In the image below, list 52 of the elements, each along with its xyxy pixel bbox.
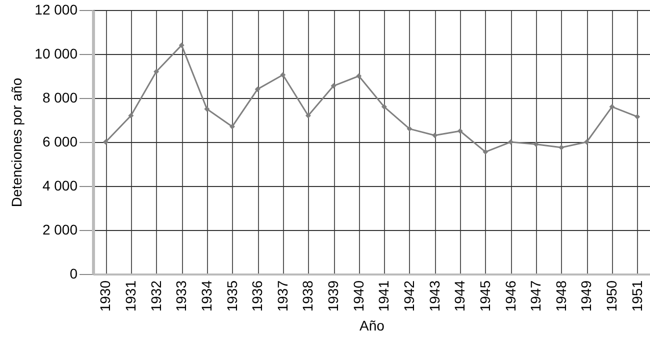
point [204, 106, 210, 112]
point [533, 141, 539, 147]
y-tick-label: 12 000 [34, 2, 78, 18]
y-tick-label: 2 000 [42, 222, 78, 238]
x-tick-label: 1938 [300, 280, 316, 312]
x-tick-label: 1940 [350, 280, 366, 312]
point [254, 86, 260, 92]
x-tick-label: 1948 [552, 280, 569, 312]
x-tick-label: 1937 [274, 280, 290, 312]
x-tick-label: 1951 [628, 280, 645, 312]
y-tick-label: 0 [70, 266, 78, 282]
point [457, 128, 463, 134]
y-axis-title: Detenciones por año [8, 78, 25, 208]
x-tick-label: 1945 [476, 280, 493, 312]
x-tick-label: 1943 [426, 280, 442, 312]
point [102, 139, 108, 145]
point [634, 114, 640, 120]
x-axis-title: Año [360, 318, 385, 334]
point [128, 112, 134, 118]
x-tick-label: 1936 [249, 280, 266, 312]
y-tick-label: 10 000 [34, 46, 78, 62]
point [154, 68, 160, 74]
y-tick-label: 8 000 [42, 90, 78, 106]
point [381, 104, 387, 110]
point [280, 72, 286, 78]
point [305, 112, 311, 118]
x-tick-label: 1933 [173, 280, 190, 312]
y-tick-label: 4 000 [42, 178, 78, 194]
x-tick-label: 1931 [122, 280, 138, 312]
point [558, 144, 564, 150]
x-tick-label: 1939 [325, 280, 342, 312]
point [584, 139, 590, 145]
x-tick-label: 1949 [578, 280, 594, 312]
point [432, 132, 438, 138]
point [178, 42, 184, 48]
x-tick-label: 1932 [148, 280, 164, 312]
point [406, 126, 412, 132]
point [356, 73, 362, 79]
x-tick-label: 1942 [400, 280, 417, 312]
x-tick-label: 1946 [502, 280, 518, 312]
point [482, 149, 488, 155]
x-tick-label: 1930 [97, 280, 114, 312]
x-tick-label: 1944 [452, 280, 468, 312]
point [230, 124, 235, 130]
x-tick-label: 1950 [604, 280, 620, 312]
y-tick-label: 6 000 [42, 134, 78, 150]
x-tick-label: 1941 [376, 280, 392, 312]
point [609, 104, 615, 110]
x-tick-label: 1947 [528, 280, 544, 312]
x-tick-label: 1934 [198, 280, 214, 312]
point [330, 83, 336, 89]
x-tick-label: 1935 [224, 280, 240, 312]
